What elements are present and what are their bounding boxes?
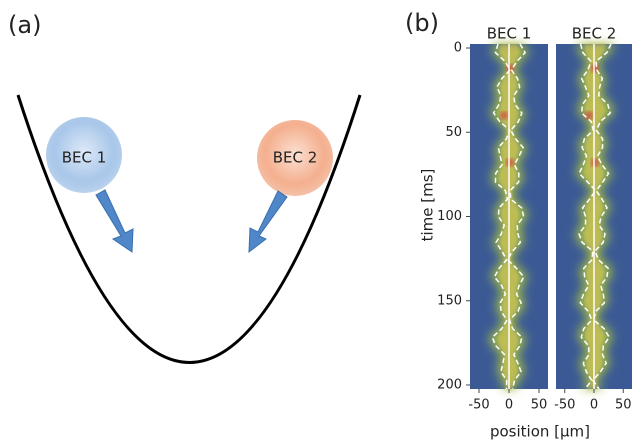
potential [16,94,362,364]
peak [500,111,508,120]
panel-title: BEC 1 [487,25,532,43]
arrow [95,189,134,253]
contour [506,43,527,390]
peak [506,158,514,167]
x-tick-label: 0 [505,398,513,413]
y-tick-label: 50 [445,125,462,140]
peak [506,64,514,73]
bec-ball [257,120,333,196]
y-axis-label: time [ms] [419,169,437,242]
x-axis-label: position [μm] [490,423,590,441]
y-tick-label: 150 [437,293,462,308]
ball-label: BEC 2 [273,149,318,167]
peak [591,64,599,73]
ball-label: BEC 1 [62,149,107,167]
contour [591,43,612,390]
bec-ball [46,117,122,193]
y-tick-label: 0 [454,41,462,56]
x-tick-label: 50 [615,398,632,413]
peak [591,158,599,167]
x-tick-label: -50 [554,398,575,413]
arrow [248,190,288,254]
x-tick-label: 50 [531,398,548,413]
heatmaps: 0 50 100 150 200 BEC 1 -50 0 50 BEC 2 -50 0 50 [437,25,632,413]
panel-label: (b) [405,9,439,37]
y-tick-label: 100 [437,209,462,224]
peak [585,111,593,120]
x-tick-label: -50 [468,398,489,413]
panel-label: (a) [8,11,41,39]
x-tick-label: 0 [590,398,598,413]
panel-title: BEC 2 [572,25,617,43]
y-tick-label: 200 [437,378,462,393]
contour [578,43,597,390]
